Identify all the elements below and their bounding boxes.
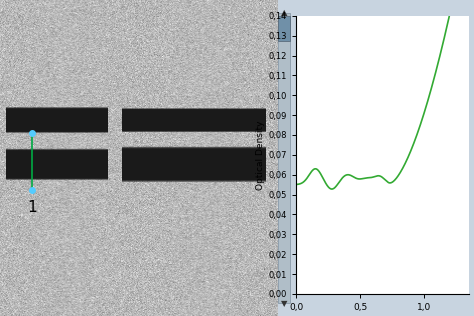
Bar — [122, 112, 266, 128]
Bar — [6, 110, 108, 131]
Bar — [6, 148, 108, 180]
Bar — [6, 109, 108, 131]
Text: ▼: ▼ — [281, 299, 287, 308]
Bar — [6, 108, 108, 132]
Bar — [122, 112, 266, 128]
Bar — [122, 151, 266, 177]
Bar — [6, 154, 108, 175]
Bar — [6, 153, 108, 176]
Bar — [122, 149, 266, 179]
Bar — [122, 111, 266, 129]
Bar — [122, 150, 266, 179]
Bar — [122, 110, 266, 131]
Bar — [122, 108, 266, 132]
Bar — [6, 151, 108, 178]
Bar — [6, 152, 108, 176]
Bar — [122, 152, 266, 176]
Bar — [6, 111, 108, 130]
Bar — [6, 149, 108, 179]
Bar — [122, 110, 266, 130]
Bar — [6, 111, 108, 129]
Bar — [122, 109, 266, 131]
Bar — [6, 109, 108, 131]
Bar — [122, 111, 266, 130]
Bar — [6, 108, 108, 132]
Bar — [122, 154, 266, 175]
Bar — [122, 147, 266, 182]
Bar — [122, 112, 266, 129]
Bar — [122, 151, 266, 178]
Bar — [6, 151, 108, 178]
Bar — [122, 149, 266, 180]
Bar — [6, 149, 108, 180]
Bar — [6, 109, 108, 131]
Bar — [122, 147, 266, 181]
Y-axis label: Optical Density: Optical Density — [255, 120, 264, 190]
Bar — [122, 108, 266, 132]
Bar — [6, 154, 108, 174]
Bar — [122, 153, 266, 176]
Bar — [122, 150, 266, 178]
Bar — [6, 155, 108, 174]
Bar — [122, 112, 266, 128]
Bar — [122, 148, 266, 181]
Bar — [6, 150, 108, 179]
Bar — [6, 149, 108, 180]
Bar — [122, 108, 266, 132]
Bar — [6, 110, 108, 130]
Text: 1: 1 — [27, 200, 37, 215]
Bar — [122, 113, 266, 127]
Bar — [6, 110, 108, 130]
Bar — [6, 112, 108, 128]
Bar — [122, 112, 266, 128]
Bar — [122, 153, 266, 176]
Bar — [122, 111, 266, 130]
Bar — [122, 154, 266, 175]
Bar — [6, 109, 108, 131]
Text: ▲: ▲ — [281, 8, 287, 17]
Bar — [6, 150, 108, 178]
Bar — [6, 111, 108, 129]
Bar — [6, 152, 108, 177]
Bar — [6, 112, 108, 129]
Bar — [122, 109, 266, 131]
Bar — [6, 112, 108, 128]
Bar — [6, 107, 108, 133]
Bar — [122, 152, 266, 177]
Bar — [122, 111, 266, 129]
Bar — [6, 155, 108, 174]
Bar — [278, 16, 290, 41]
Bar — [122, 149, 266, 179]
Bar — [122, 148, 266, 180]
Bar — [6, 151, 108, 177]
Bar — [6, 154, 108, 175]
Bar — [122, 110, 266, 130]
Bar — [6, 149, 108, 179]
Bar — [6, 153, 108, 175]
Bar — [122, 151, 266, 178]
Bar — [6, 108, 108, 132]
Bar — [6, 152, 108, 177]
Bar — [122, 109, 266, 131]
Bar — [122, 146, 266, 182]
Bar — [122, 148, 266, 181]
Bar — [6, 107, 108, 133]
Bar — [122, 109, 266, 131]
Bar — [6, 107, 108, 133]
Bar — [6, 112, 108, 128]
